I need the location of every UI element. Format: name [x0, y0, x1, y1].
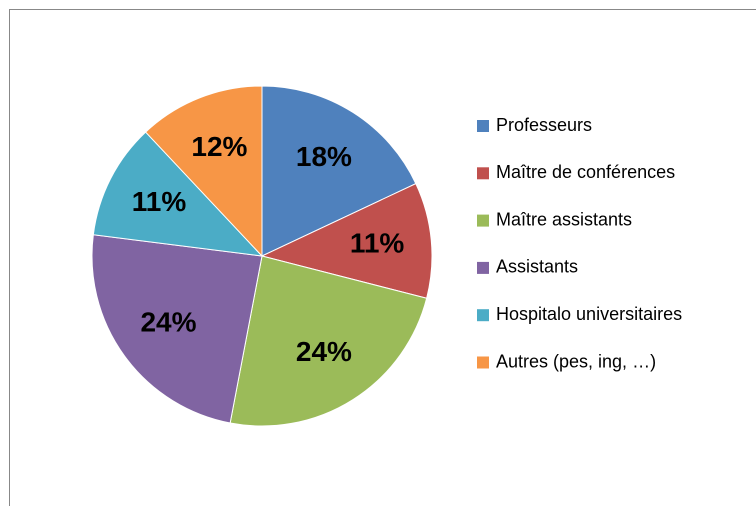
data-label: 18%	[296, 141, 352, 172]
legend-swatch	[477, 167, 489, 180]
legend-label: Maître de conférences	[496, 162, 675, 182]
legend-label: Maître assistants	[496, 209, 632, 229]
legend-label: Hospitalo universitaires	[496, 304, 682, 324]
legend-label: Professeurs	[496, 115, 592, 135]
legend-label: Autres (pes, ing, …)	[496, 351, 656, 371]
pie-slice	[229, 255, 428, 427]
data-label: 11%	[350, 228, 405, 259]
legend-label: Assistants	[496, 257, 578, 277]
legend-swatch	[477, 214, 489, 227]
legend-swatch	[477, 309, 489, 322]
pie-slice	[144, 85, 263, 258]
legend-swatch	[477, 120, 489, 132]
data-label: 11%	[132, 186, 187, 217]
legend-swatch	[477, 261, 489, 274]
data-label: 24%	[140, 306, 196, 337]
data-label: 24%	[296, 336, 352, 367]
legend-swatch	[477, 356, 489, 369]
pie-slice	[92, 131, 264, 257]
pie-slice	[261, 85, 417, 257]
data-label: 12%	[191, 131, 247, 162]
pie-slice	[260, 182, 433, 299]
pie-slice	[91, 234, 263, 424]
